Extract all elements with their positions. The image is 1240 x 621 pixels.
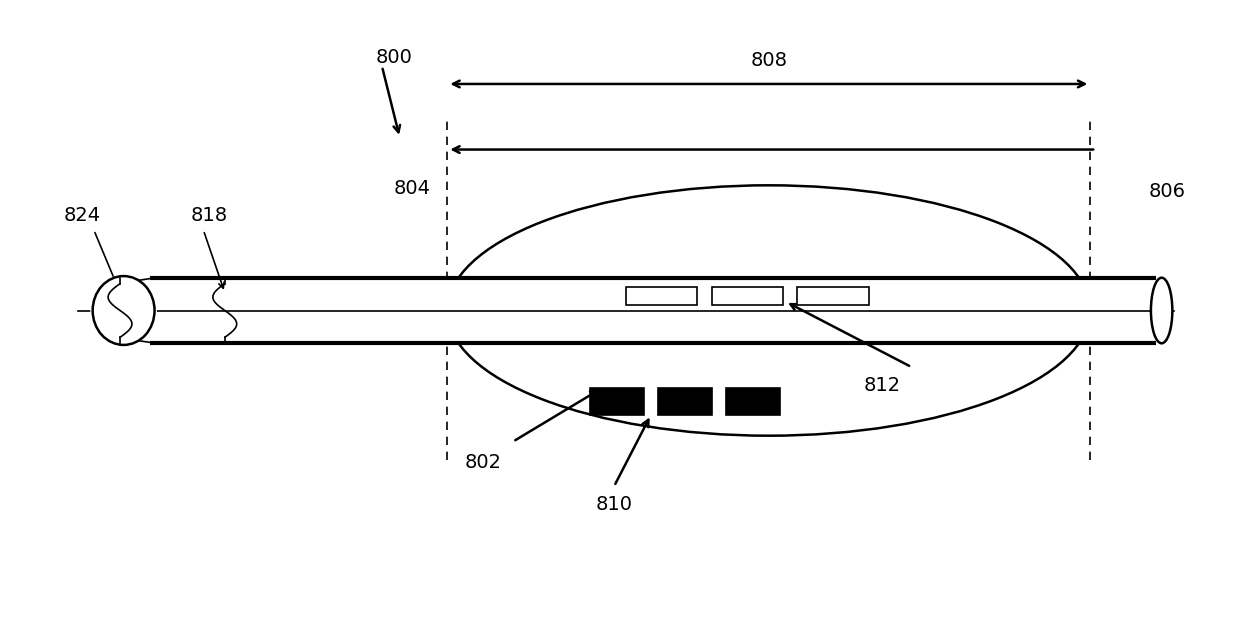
Ellipse shape [93, 276, 155, 345]
Text: 800: 800 [376, 48, 412, 66]
Text: 802: 802 [465, 453, 502, 472]
Bar [658, 388, 712, 415]
Text: 824: 824 [63, 206, 100, 225]
Ellipse shape [91, 275, 157, 346]
Text: 806: 806 [1149, 182, 1187, 201]
Bar [712, 287, 784, 304]
Bar [725, 388, 780, 415]
Bar [797, 287, 869, 304]
Text: 804: 804 [393, 179, 430, 197]
Bar [626, 287, 697, 304]
Bar [150, 278, 1162, 343]
Bar [590, 388, 644, 415]
Text: 812: 812 [863, 376, 900, 394]
Text: 818: 818 [191, 206, 228, 225]
Text: 810: 810 [595, 495, 632, 514]
Text: 808: 808 [750, 51, 787, 70]
Ellipse shape [1151, 278, 1172, 343]
